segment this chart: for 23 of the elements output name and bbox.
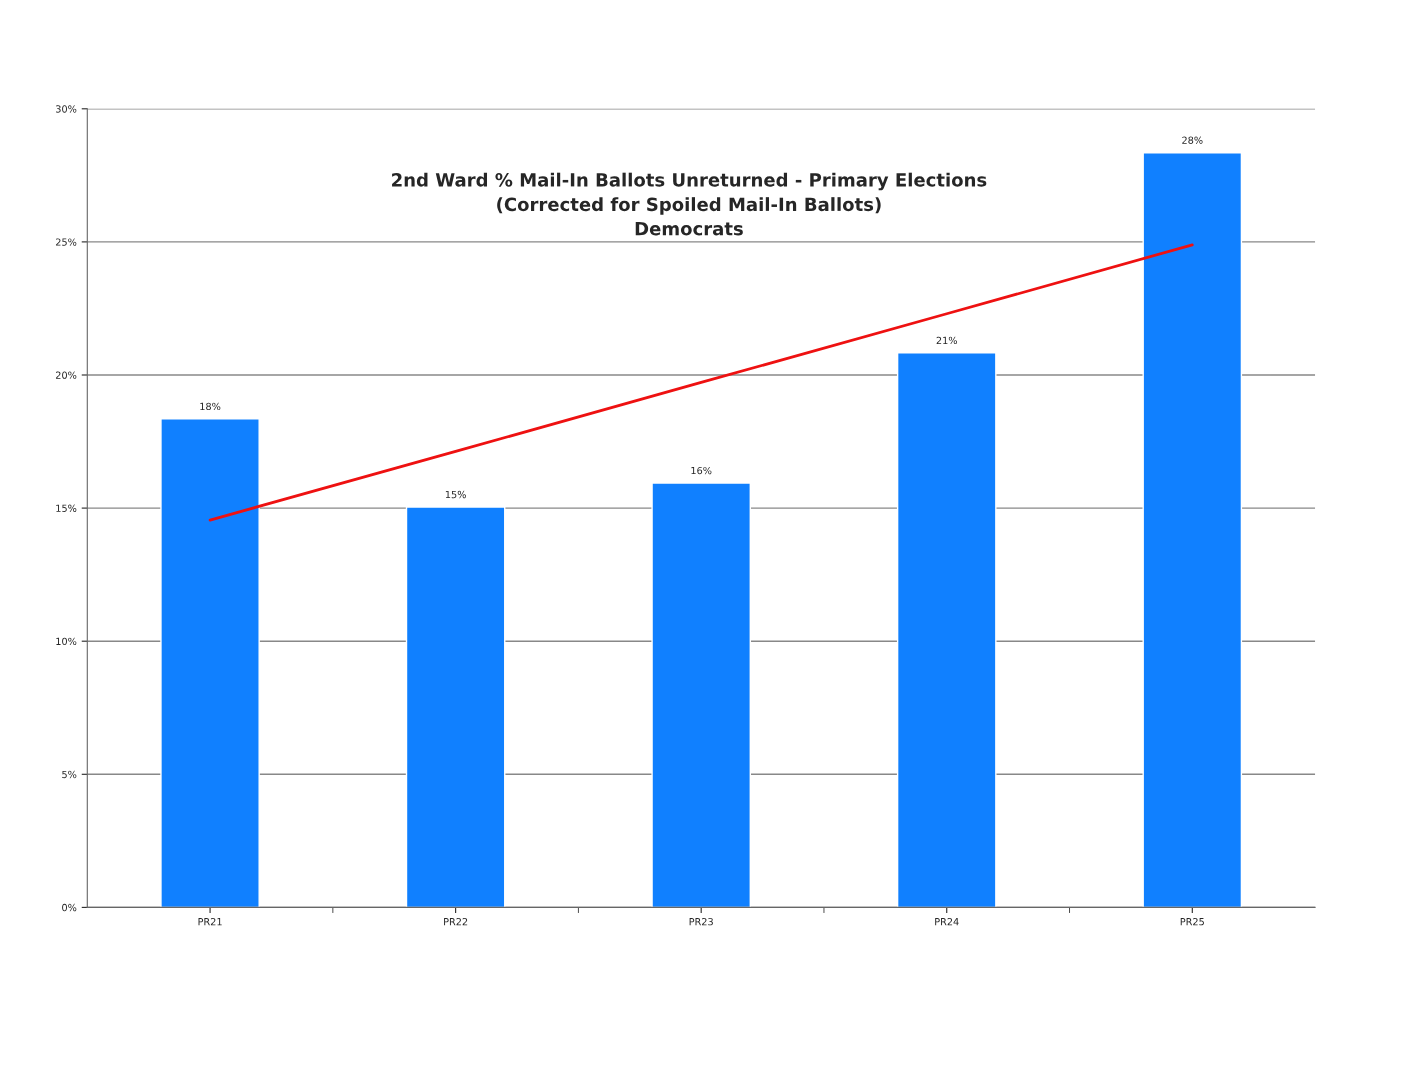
y-tick-label: 5% [62, 770, 77, 779]
data-label: 16% [691, 466, 712, 475]
bar [1142, 152, 1243, 908]
x-tick-label: PR22 [444, 917, 468, 926]
bar [160, 418, 260, 908]
bar [651, 482, 751, 908]
y-tick-label: 25% [55, 238, 77, 246]
data-label: 21% [936, 336, 958, 345]
data-label: 28% [1182, 136, 1203, 144]
x-tick-label: PR24 [935, 917, 959, 926]
bar [896, 352, 997, 908]
text: 2nd Ward % Mail-In Ballots Unreturned - Primary Elections (Corrected for Spoiled Mail-In Ballots) Democrats [392, 172, 987, 236]
y-tick-label: 30% [56, 105, 77, 113]
bar [405, 506, 506, 908]
y-tick-label: 10% [56, 637, 77, 646]
x-tick-label: PR25 [1180, 917, 1204, 926]
data-label: 18% [200, 402, 221, 411]
y-tick-label: 15% [56, 504, 77, 512]
y-tick-label: 0% [62, 903, 77, 912]
y-tick-label: 20% [55, 371, 77, 379]
data-label: 15% [445, 490, 466, 499]
x-tick-label: PR23 [689, 917, 713, 926]
x-tick-label: PR21 [198, 917, 222, 926]
